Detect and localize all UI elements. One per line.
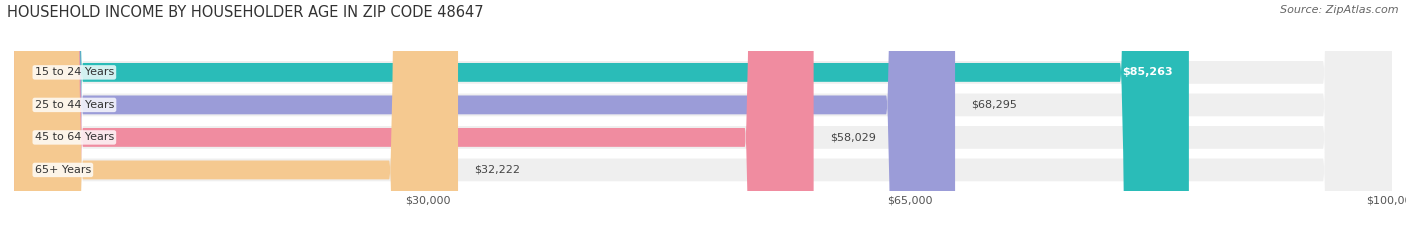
Text: 65+ Years: 65+ Years bbox=[35, 165, 91, 175]
FancyBboxPatch shape bbox=[14, 0, 458, 233]
Text: $85,263: $85,263 bbox=[1122, 67, 1173, 77]
FancyBboxPatch shape bbox=[14, 0, 1392, 233]
Text: HOUSEHOLD INCOME BY HOUSEHOLDER AGE IN ZIP CODE 48647: HOUSEHOLD INCOME BY HOUSEHOLDER AGE IN Z… bbox=[7, 5, 484, 20]
FancyBboxPatch shape bbox=[14, 0, 1392, 233]
FancyBboxPatch shape bbox=[14, 0, 814, 233]
FancyBboxPatch shape bbox=[14, 0, 1392, 233]
Text: 45 to 64 Years: 45 to 64 Years bbox=[35, 132, 114, 142]
Text: Source: ZipAtlas.com: Source: ZipAtlas.com bbox=[1281, 5, 1399, 15]
Text: $68,295: $68,295 bbox=[972, 100, 1018, 110]
FancyBboxPatch shape bbox=[14, 0, 1189, 233]
Text: 15 to 24 Years: 15 to 24 Years bbox=[35, 67, 114, 77]
Text: $58,029: $58,029 bbox=[830, 132, 876, 142]
FancyBboxPatch shape bbox=[14, 0, 1392, 233]
Text: $32,222: $32,222 bbox=[475, 165, 520, 175]
FancyBboxPatch shape bbox=[14, 0, 955, 233]
Text: 25 to 44 Years: 25 to 44 Years bbox=[35, 100, 114, 110]
